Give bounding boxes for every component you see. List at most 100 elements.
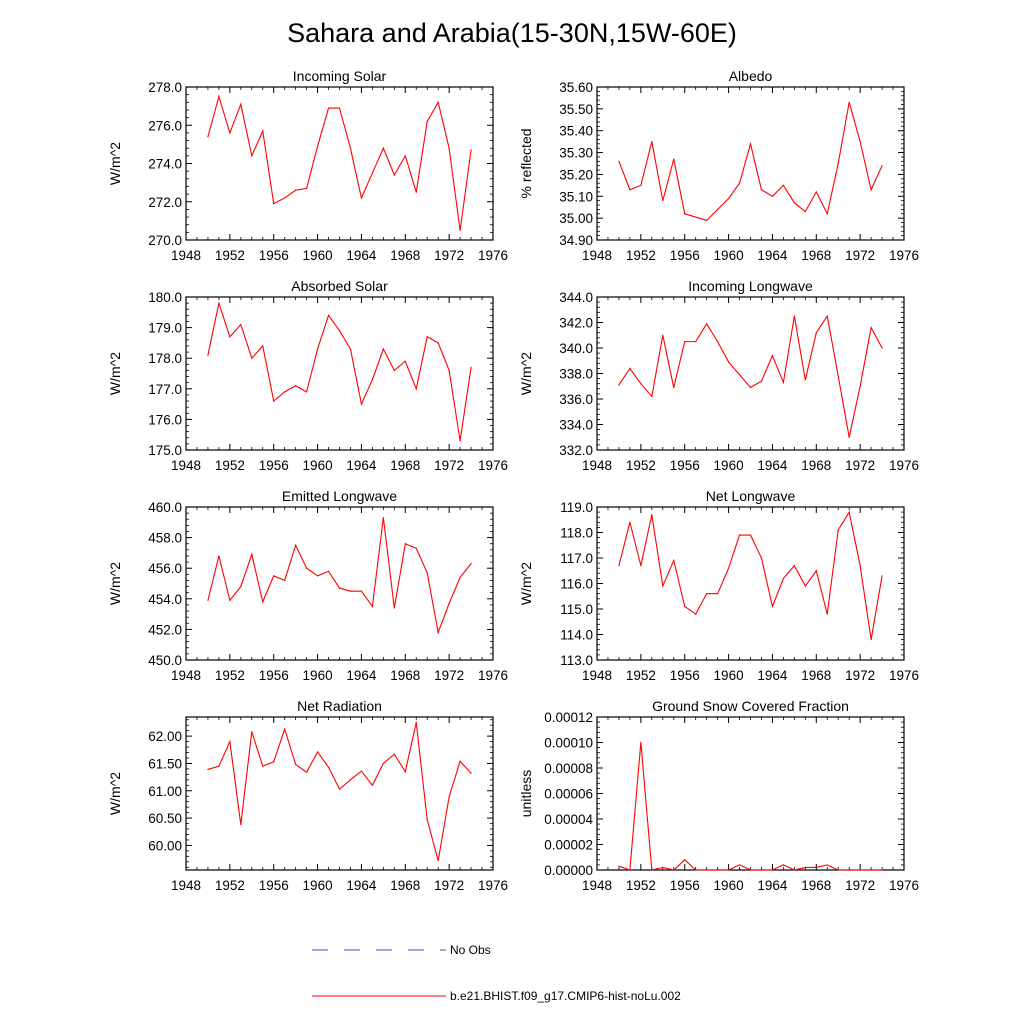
data-point [448,602,450,604]
data-point [640,184,642,186]
data-point [684,213,686,215]
x-tick-label: 1968 [801,248,831,263]
data-point [717,341,719,343]
plot-frame [596,86,905,241]
data-point [251,155,253,157]
data-point [240,585,242,588]
y-tick-label: 116.0 [560,577,593,592]
data-point [448,369,450,372]
y-tick-label: 450.0 [148,653,182,668]
x-tick-label: 1952 [215,458,245,473]
y-tick-label: 336.0 [559,392,593,407]
y-tick-label: 0.00012 [544,710,593,725]
data-point [207,768,209,771]
legend-model-label: b.e21.BHIST.f09_g17.CMIP6-hist-noLu.002 [450,989,681,1003]
x-tick-label: 1968 [801,668,831,683]
data-point [848,511,850,513]
y-tick-label: 61.00 [148,784,182,799]
x-tick-label: 1968 [390,878,420,893]
data-point [760,869,763,871]
x-tick-label: 1964 [757,668,788,683]
y-tick-label: 176.0 [148,412,182,427]
x-tick-label: 1948 [582,458,612,473]
data-point [393,753,395,755]
data-point [448,147,450,149]
data-point [459,440,461,442]
series-line [207,517,472,635]
y-tick-label: 175.0 [148,443,182,458]
y-tick-label: 342.0 [559,316,593,331]
y-axis-label: W/m^2 [107,562,123,605]
data-point [240,824,242,826]
y-tick-label: 0.00008 [544,761,593,776]
panel-title: Absorbed Solar [291,278,388,294]
data-point [859,385,861,387]
data-point [295,763,297,766]
x-tick-label: 1960 [303,248,333,263]
x-tick-label: 1976 [478,878,508,893]
data-point [273,400,275,402]
data-point [371,605,373,608]
data-point [338,330,341,332]
data-point [793,202,795,204]
x-tick-label: 1948 [582,878,612,893]
data-point [640,741,642,744]
panel-title: Incoming Solar [293,68,387,84]
x-tick-label: 1956 [670,248,700,263]
x-tick-label: 1960 [303,878,333,893]
data-point [218,302,220,304]
data-point [804,866,806,869]
legend-obs-label: No Obs [450,943,491,957]
y-tick-label: 0.00010 [544,736,593,751]
data-point [404,360,406,362]
data-point [738,534,741,536]
data-point [662,585,664,587]
data-point [859,869,861,871]
plot-frame [185,506,494,661]
data-point [651,514,653,516]
data-point [837,375,839,377]
data-point [349,147,352,149]
data-point [706,219,708,221]
data-point [695,869,697,871]
data-point [338,788,341,790]
x-tick-label: 1964 [346,458,377,473]
data-point [382,517,384,519]
data-point [881,869,883,871]
data-point [738,182,741,184]
data-point [793,315,795,317]
x-tick-label: 1948 [171,248,201,263]
data-point [760,380,763,382]
y-tick-label: 35.20 [559,167,593,182]
data-point [470,149,472,151]
data-point [826,213,828,215]
data-point [629,869,631,871]
data-point [706,323,708,325]
x-tick-label: 1968 [390,668,420,683]
data-point [459,229,461,232]
x-tick-label: 1968 [801,878,831,893]
data-point [240,323,242,326]
data-point [404,155,406,157]
data-point [316,145,319,147]
data-point [459,760,461,762]
data-point [662,866,664,869]
data-point [706,869,708,871]
data-point [229,740,231,743]
x-tick-label: 1960 [303,668,333,683]
data-point [749,534,752,536]
data-point [695,613,697,615]
x-tick-label: 1976 [478,458,508,473]
x-tick-label: 1972 [845,458,875,473]
y-tick-label: 61.50 [148,756,182,771]
data-point [782,577,784,580]
x-tick-label: 1964 [757,458,788,473]
data-point [618,160,620,162]
data-point [782,864,784,866]
data-point [651,141,653,143]
y-tick-label: 338.0 [559,367,593,382]
data-point [870,327,872,329]
y-axis-label: W/m^2 [107,142,123,185]
x-tick-label: 1964 [757,248,788,263]
y-tick-label: 119.0 [560,500,593,515]
